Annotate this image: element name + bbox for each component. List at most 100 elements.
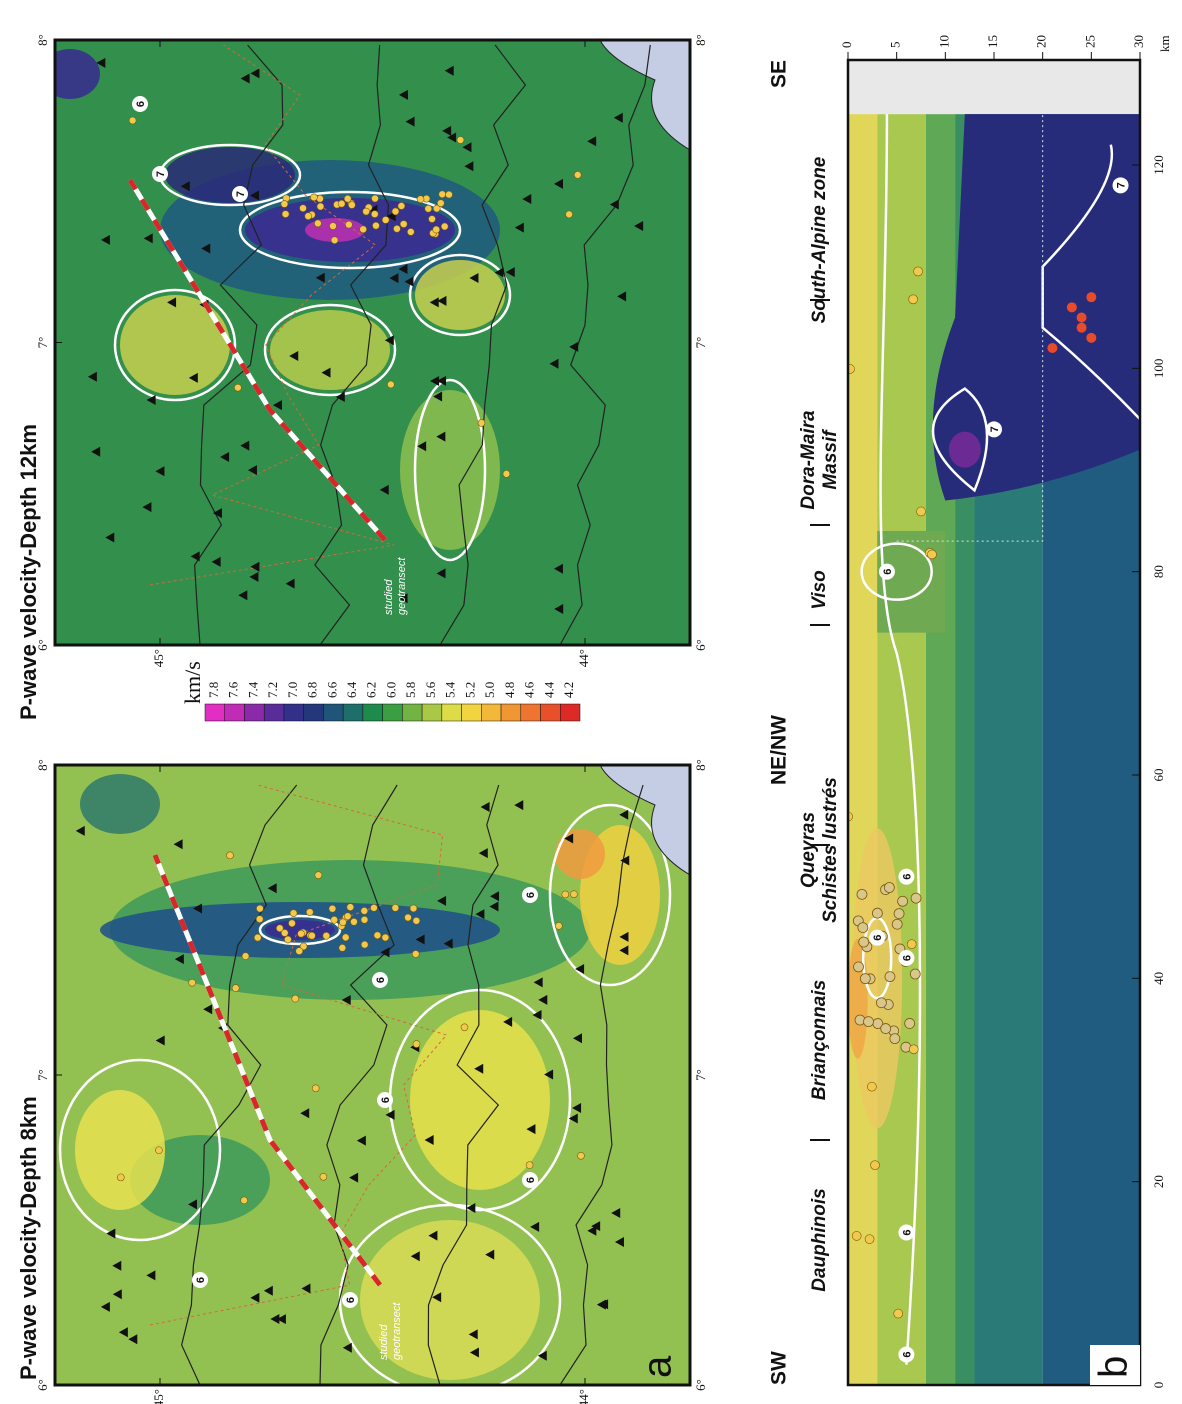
earthquake xyxy=(361,941,368,948)
colorbar-unit: km/s xyxy=(180,661,205,704)
earthquake xyxy=(876,998,886,1008)
earthquake xyxy=(911,893,921,903)
contour-label: 6 xyxy=(901,1229,913,1235)
colorbar-tick-label: 6.2 xyxy=(364,682,379,698)
lon-tick-label: 7° xyxy=(693,337,708,349)
colorbar-cell xyxy=(205,704,225,721)
lon-tick-label: 7° xyxy=(35,337,50,349)
colorbar-tick-label: 5.8 xyxy=(403,682,418,698)
contour-label: 7 xyxy=(235,191,247,197)
earthquake xyxy=(429,216,436,223)
transect-label: geotransect xyxy=(396,557,408,615)
earthquake xyxy=(338,200,345,207)
lon-tick-label: 8° xyxy=(693,34,708,46)
panel-label: a xyxy=(636,1355,680,1378)
lon-tick-label: 7° xyxy=(35,1069,50,1081)
velocity-layer xyxy=(848,114,877,1385)
colorbar-cell xyxy=(501,704,521,721)
transect-label: geotransect xyxy=(391,1302,403,1360)
earthquake xyxy=(344,195,351,202)
earthquake xyxy=(412,950,419,957)
lat-tick-label: 44° xyxy=(576,649,591,667)
earthquake xyxy=(927,550,936,559)
earthquake xyxy=(398,202,405,209)
earthquake xyxy=(907,940,916,949)
earthquake xyxy=(323,932,330,939)
colorbar-cell xyxy=(363,704,383,721)
earthquake xyxy=(417,196,424,203)
depth-tick-label: 15 xyxy=(985,35,1000,48)
earthquake xyxy=(566,211,573,218)
orientation-right: SE xyxy=(768,60,791,88)
deep-anomaly-core xyxy=(949,432,981,468)
earthquake xyxy=(329,223,336,230)
earthquake xyxy=(189,979,196,986)
colorbar-tick-label: 5.6 xyxy=(423,681,438,698)
transect-label: studied xyxy=(378,1324,390,1360)
depth-tick-label: 30 xyxy=(1131,35,1146,48)
orientation-middle: NE/NW xyxy=(768,715,791,785)
earthquake xyxy=(884,883,894,893)
depth-tick-label: 5 xyxy=(888,42,903,49)
earthquake xyxy=(859,937,869,947)
lon-tick-label: 8° xyxy=(35,34,50,46)
earthquake xyxy=(885,972,895,982)
earthquake xyxy=(298,930,305,937)
contour-label: 6 xyxy=(901,874,913,880)
colorbar-cell xyxy=(343,704,363,721)
earthquake xyxy=(400,221,407,228)
earthquake xyxy=(892,919,902,929)
earthquake xyxy=(361,907,368,914)
earthquake xyxy=(256,905,263,912)
contour-label: 6 xyxy=(901,1351,913,1357)
earthquake xyxy=(393,225,400,232)
earthquake xyxy=(413,917,420,924)
earthquake xyxy=(898,896,908,906)
region-label: Massif xyxy=(820,429,841,490)
colorbar-cell xyxy=(244,704,264,721)
contour-label: 6 xyxy=(872,935,884,941)
earthquake xyxy=(306,909,313,916)
colorbar-tick-label: 6.8 xyxy=(305,682,320,698)
earthquake xyxy=(905,1018,915,1028)
earthquake xyxy=(342,934,349,941)
map-area: studiedgeotransect666666 xyxy=(55,765,690,1395)
region-label: Viso xyxy=(809,570,830,609)
earthquake-deep xyxy=(1067,302,1077,312)
earthquake xyxy=(382,934,389,941)
contour-label: 7 xyxy=(989,426,1001,432)
colorbar-tick-label: 5.4 xyxy=(443,681,458,698)
earthquake-deep xyxy=(1086,292,1096,302)
colorbar-tick-label: 4.4 xyxy=(541,681,556,698)
earthquake xyxy=(382,216,389,223)
colorbar-tick-label: 4.8 xyxy=(502,682,517,698)
colorbar-tick-label: 7.0 xyxy=(285,682,300,698)
earthquake xyxy=(305,213,312,220)
earthquake xyxy=(242,953,249,960)
contour-label: 6 xyxy=(380,1097,392,1103)
earthquake xyxy=(282,211,289,218)
colorbar-cell xyxy=(560,704,580,721)
lon-tick-label: 8° xyxy=(35,759,50,771)
earthquake-deep xyxy=(1077,323,1087,333)
earthquake xyxy=(292,995,299,1002)
earthquake xyxy=(329,905,336,912)
orientation-left: SW xyxy=(768,1351,791,1385)
velocity-anomaly xyxy=(270,310,390,390)
earthquake xyxy=(372,222,379,229)
velocity-anomaly xyxy=(415,260,505,330)
distance-tick-label: 80 xyxy=(1151,565,1166,578)
section-nodata xyxy=(848,60,1140,114)
earthquake xyxy=(917,507,926,516)
earthquake xyxy=(370,904,377,911)
colorbar-tick-label: 7.2 xyxy=(265,682,280,698)
earthquake xyxy=(881,1024,891,1034)
earthquake xyxy=(344,913,351,920)
earthquake xyxy=(339,919,346,926)
distance-tick-label: 40 xyxy=(1151,972,1166,985)
earthquake xyxy=(276,925,283,932)
earthquake xyxy=(345,221,352,228)
earthquake xyxy=(308,932,315,939)
region-label: Briançonnais xyxy=(809,980,830,1100)
colorbar-tick-label: 6.6 xyxy=(324,681,339,698)
